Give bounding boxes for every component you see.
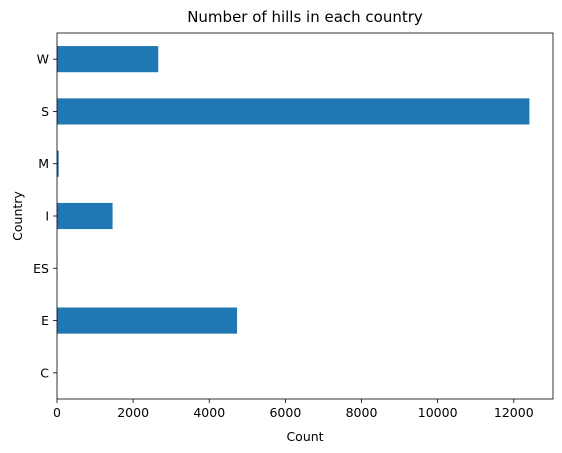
x-tick-label: 10000 bbox=[418, 405, 458, 420]
bar-s bbox=[57, 98, 530, 125]
y-tick-label: ES bbox=[33, 261, 49, 276]
y-tick-label: S bbox=[41, 104, 49, 119]
chart-title: Number of hills in each country bbox=[187, 8, 423, 26]
x-tick-label: 2000 bbox=[117, 405, 149, 420]
y-tick-label: W bbox=[37, 52, 49, 67]
x-tick-label: 0 bbox=[53, 405, 61, 420]
x-tick-label: 8000 bbox=[346, 405, 378, 420]
bar-e bbox=[57, 307, 238, 334]
bar-w bbox=[57, 46, 159, 73]
x-axis-label: Count bbox=[286, 429, 323, 444]
bar-i bbox=[57, 202, 113, 230]
y-tick-label: M bbox=[38, 156, 49, 171]
y-tick-label: C bbox=[40, 365, 49, 380]
bar-m bbox=[57, 150, 59, 177]
y-axis-ticks: C E ES I M S W bbox=[33, 52, 57, 380]
y-axis-label: Country bbox=[10, 191, 25, 241]
x-axis-ticks: 0 2000 4000 6000 8000 10000 12000 bbox=[53, 399, 534, 420]
x-tick-label: 4000 bbox=[193, 405, 225, 420]
plot-frame bbox=[56, 32, 554, 400]
x-tick-label: 6000 bbox=[269, 405, 301, 420]
y-tick-label: E bbox=[41, 313, 49, 328]
y-tick-label: I bbox=[45, 209, 49, 224]
bars-group bbox=[57, 46, 530, 386]
x-tick-label: 12000 bbox=[494, 405, 534, 420]
